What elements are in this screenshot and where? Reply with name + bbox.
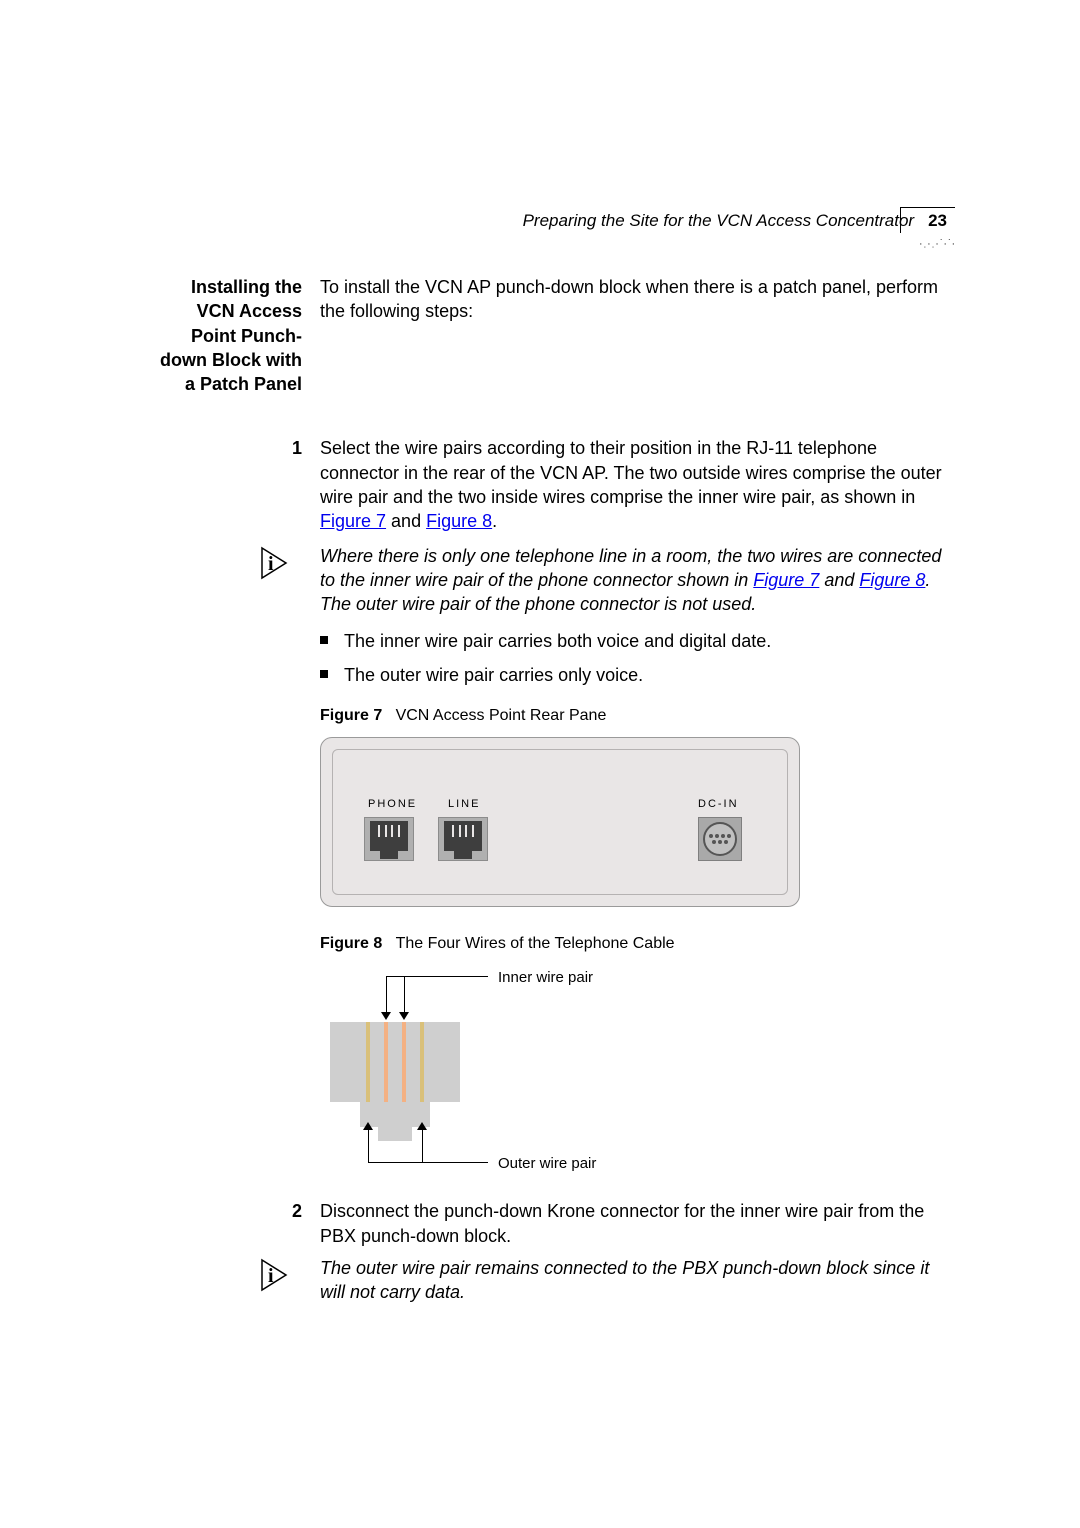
figure-7-caption: Figure 7 VCN Access Point Rear Pane <box>320 705 950 727</box>
note-icon-col: i <box>150 544 320 617</box>
note-1-text: Where there is only one telephone line i… <box>320 544 950 617</box>
figure-8-link[interactable]: Figure 8 <box>426 511 492 531</box>
bullet-2: The outer wire pair carries only voice. <box>320 663 950 687</box>
step-1-text-a: Select the wire pairs according to their… <box>320 438 942 507</box>
phone-port-icon <box>364 817 414 861</box>
page-content: Installing the VCN Access Point Punch-do… <box>150 275 950 1311</box>
note-1-mid: and <box>819 570 859 590</box>
figure-7-link[interactable]: Figure 7 <box>320 511 386 531</box>
dc-in-port-label: DC-IN <box>698 797 739 812</box>
section-heading: Installing the VCN Access Point Punch-do… <box>150 275 320 396</box>
step-1-end: . <box>492 511 497 531</box>
bullet-list: The inner wire pair carries both voice a… <box>320 629 950 688</box>
figure-8-diagram: Inner wire pair Outer wire pair <box>320 962 720 1177</box>
figure-7-label: Figure 7 <box>320 707 382 724</box>
figure-7-diagram: PHONE LINE DC-IN <box>320 737 800 907</box>
figure-8-caption: Figure 8 The Four Wires of the Telephone… <box>320 933 950 955</box>
info-icon: i <box>260 1258 302 1292</box>
step-2-number: 2 <box>150 1199 320 1248</box>
note-icon-col-2: i <box>150 1256 320 1305</box>
rj11-connector-icon <box>330 1022 460 1142</box>
page-number: 23 <box>928 210 955 233</box>
svg-text:i: i <box>268 553 274 575</box>
line-port-label: LINE <box>448 797 480 812</box>
step-1-text: Select the wire pairs according to their… <box>320 436 950 533</box>
page-header: Preparing the Site for the VCN Access Co… <box>523 210 955 233</box>
figure-7-link-2[interactable]: Figure 7 <box>753 570 819 590</box>
note-2-text: The outer wire pair remains connected to… <box>320 1256 950 1305</box>
section-intro: To install the VCN AP punch-down block w… <box>320 275 950 396</box>
phone-port-label: PHONE <box>368 797 417 812</box>
running-title: Preparing the Site for the VCN Access Co… <box>523 210 929 233</box>
step-1-mid: and <box>386 511 426 531</box>
info-icon: i <box>260 546 302 580</box>
inner-wire-pair-label: Inner wire pair <box>498 968 593 988</box>
figure-8-link-2[interactable]: Figure 8 <box>859 570 925 590</box>
figure-7-caption-text: VCN Access Point Rear Pane <box>396 707 607 724</box>
figure-8-label: Figure 8 <box>320 935 382 952</box>
bullet-1: The inner wire pair carries both voice a… <box>320 629 950 653</box>
header-dots: ········· <box>919 234 956 253</box>
svg-text:i: i <box>268 1265 274 1287</box>
figure-8-caption-text: The Four Wires of the Telephone Cable <box>396 935 675 952</box>
dc-in-port-icon <box>698 817 742 861</box>
outer-wire-pair-label: Outer wire pair <box>498 1154 596 1174</box>
step-2-text: Disconnect the punch-down Krone connecto… <box>320 1199 950 1248</box>
step-1-number: 1 <box>150 436 320 533</box>
line-port-icon <box>438 817 488 861</box>
